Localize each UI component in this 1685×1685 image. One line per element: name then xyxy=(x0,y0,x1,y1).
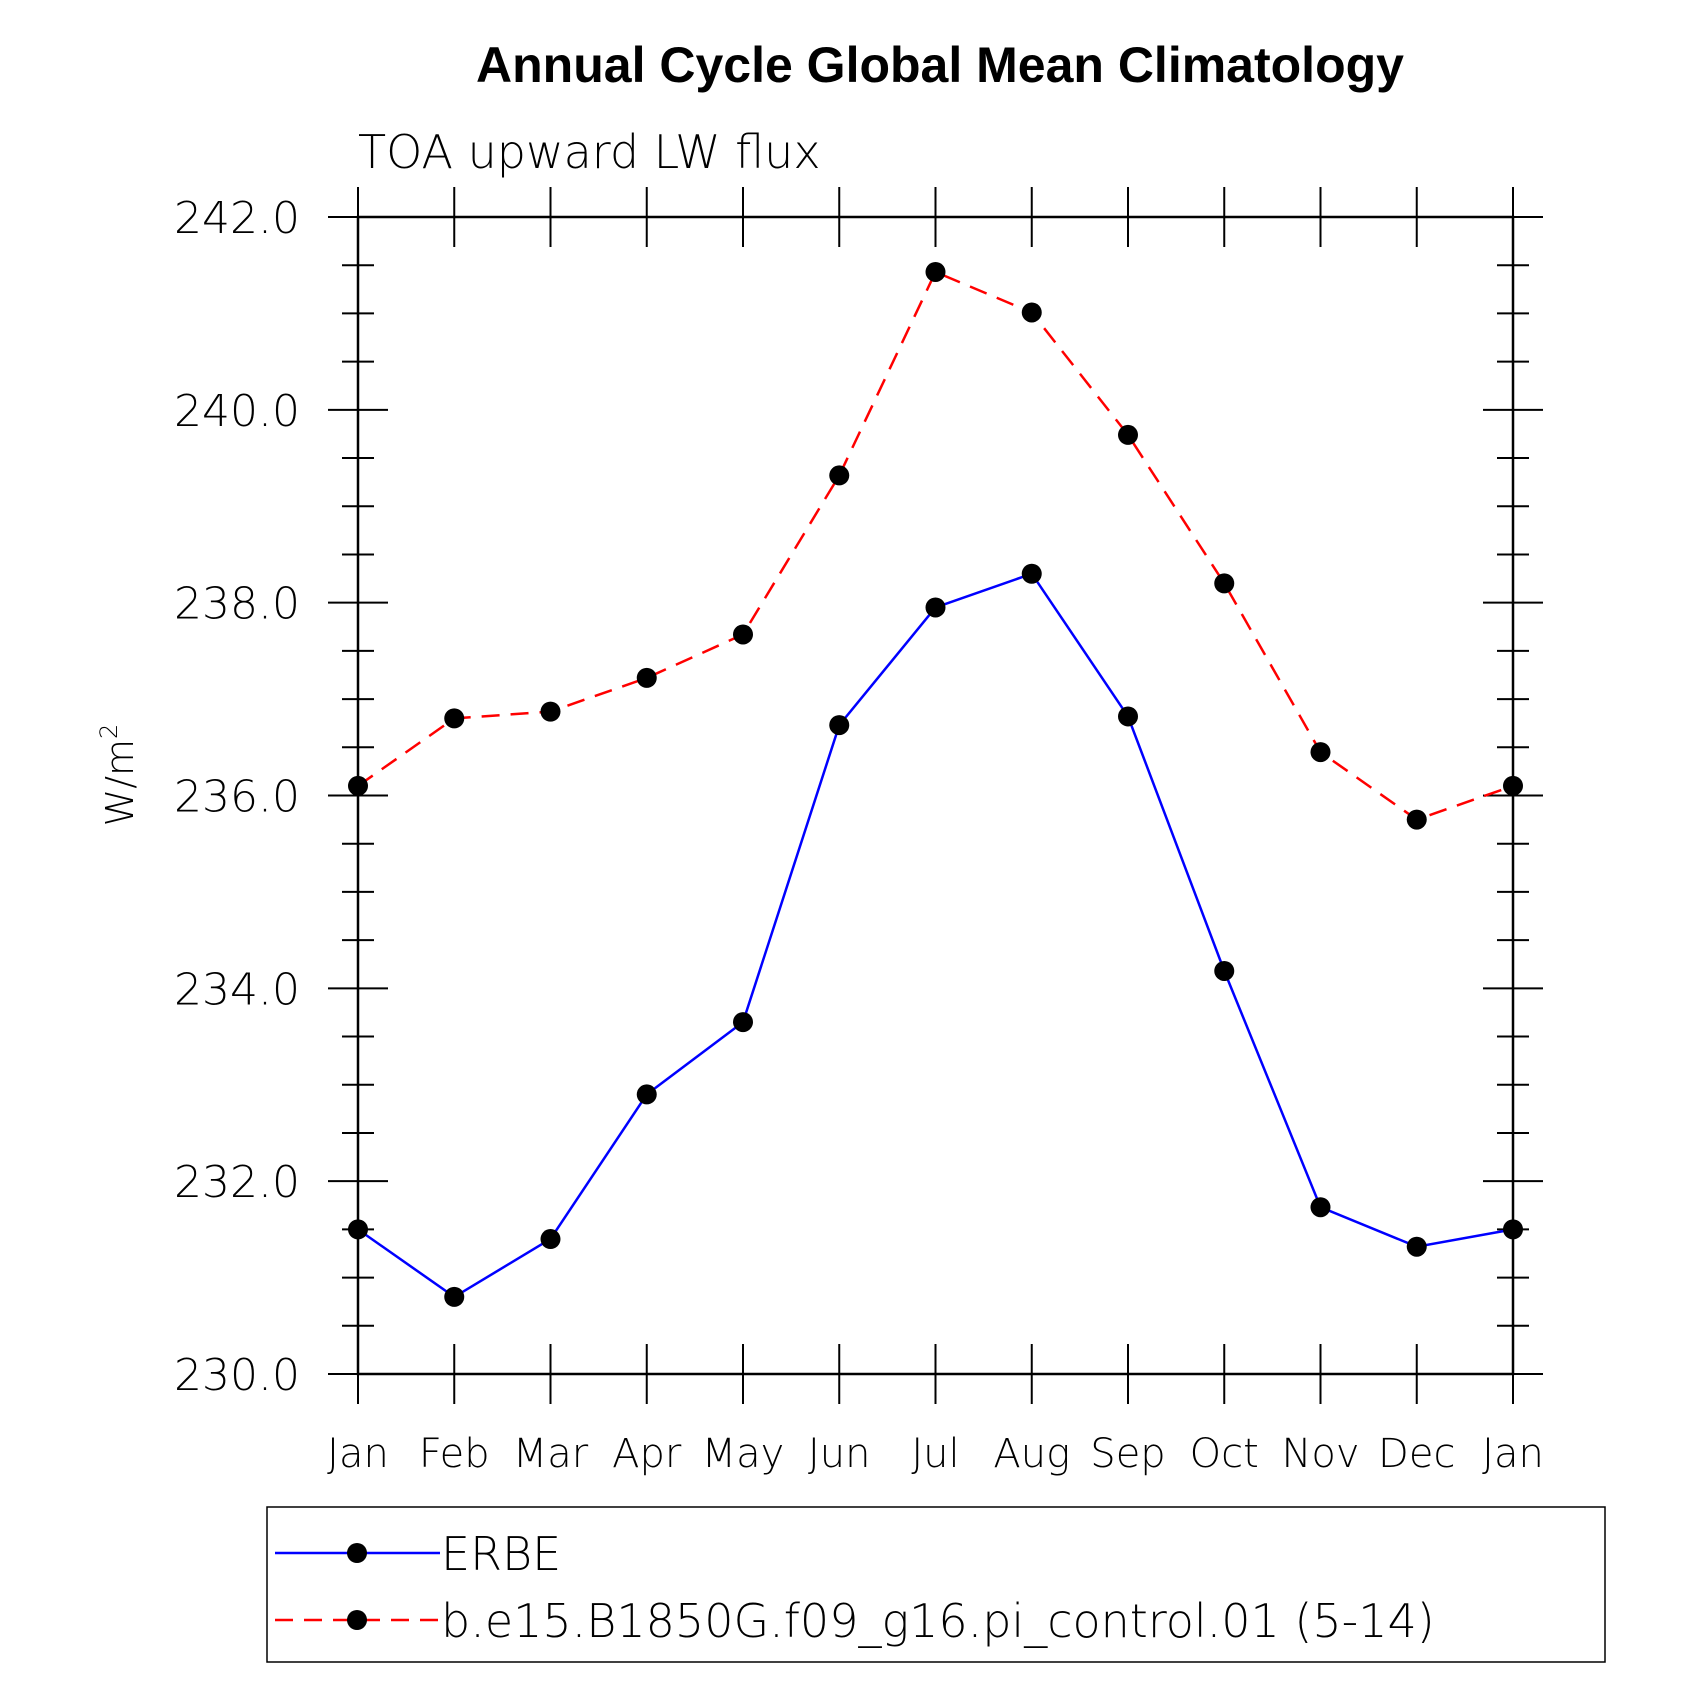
x-tick-label: Sep xyxy=(1090,1431,1165,1477)
legend-label-model: b.e15.B1850G.f09_g16.pi_control.01 (5-14… xyxy=(441,1594,1435,1648)
data-point-series-1 xyxy=(1310,742,1331,763)
y-tick-label: 240.0 xyxy=(174,386,300,437)
data-point-series-0 xyxy=(1118,706,1138,727)
data-point-series-0 xyxy=(1406,1236,1427,1257)
legend-marker-erbe xyxy=(347,1543,367,1563)
data-point-series-1 xyxy=(444,708,465,729)
data-point-series-0 xyxy=(540,1229,561,1250)
legend-marker-model xyxy=(347,1610,367,1630)
data-point-series-0 xyxy=(925,597,946,618)
legend-box xyxy=(266,1506,1606,1663)
data-point-series-1 xyxy=(636,667,657,688)
x-tick-label: Jan xyxy=(327,1431,389,1477)
x-tick-label: Oct xyxy=(1190,1431,1259,1477)
svg-text:W/m2: W/m2 xyxy=(95,724,142,827)
data-point-series-0 xyxy=(444,1286,465,1307)
data-point-series-1 xyxy=(829,465,850,486)
data-point-series-0 xyxy=(1021,563,1042,584)
data-point-series-1 xyxy=(1118,424,1138,445)
x-tick-label: Feb xyxy=(419,1431,490,1477)
data-point-series-1 xyxy=(1406,809,1427,830)
y-axis-label: W/m2 xyxy=(95,724,142,827)
data-point-series-0 xyxy=(1310,1197,1331,1218)
legend-label-erbe: ERBE xyxy=(441,1527,561,1581)
chart-subtitle: TOA upward LW flux xyxy=(358,125,821,179)
x-tick-label: Mar xyxy=(513,1431,589,1477)
x-axis: Jan Feb Mar Apr May Jun Jul Aug Sep Oct Nov Dec Jan xyxy=(327,187,1544,1477)
data-point-series-1 xyxy=(1021,302,1042,323)
y-tick-label: 242.0 xyxy=(174,193,300,244)
plot-series xyxy=(348,261,1523,1307)
data-point-series-1 xyxy=(925,261,946,282)
x-tick-label: May xyxy=(702,1431,785,1477)
data-point-series-0 xyxy=(829,715,850,736)
data-point-series-1 xyxy=(540,701,561,722)
legend: ERBE b.e15.B1850G.f09_g16.pi_control.01 … xyxy=(266,1506,1606,1663)
series-line-0 xyxy=(357,572,1514,1299)
data-point-series-1 xyxy=(733,624,753,645)
y-axis-label-text: W/m xyxy=(98,739,142,826)
data-point-series-0 xyxy=(636,1084,657,1105)
y-axis-label-superscript: 2 xyxy=(95,724,123,739)
x-tick-label: Jul xyxy=(911,1431,959,1477)
y-tick-label: 236.0 xyxy=(174,772,300,823)
y-tick-label: 232.0 xyxy=(174,1157,300,1208)
x-tick-label: Dec xyxy=(1378,1431,1455,1477)
y-tick-label: 230.0 xyxy=(174,1350,300,1401)
data-point-series-0 xyxy=(733,1012,753,1033)
x-tick-label: Jun xyxy=(808,1431,871,1477)
y-axis: 230.0 232.0 234.0 236.0 238.0 240.0 242.0 xyxy=(174,193,1543,1401)
y-tick-label: 238.0 xyxy=(174,579,300,630)
x-tick-label: Aug xyxy=(993,1431,1070,1477)
plot-frame xyxy=(356,215,1515,1376)
x-tick-label: Jan xyxy=(1482,1431,1544,1477)
data-point-series-0 xyxy=(1214,960,1235,981)
y-tick-label: 234.0 xyxy=(174,964,300,1015)
chart-title: Annual Cycle Global Mean Climatology xyxy=(476,37,1404,93)
x-tick-label: Apr xyxy=(612,1431,682,1477)
x-tick-label: Nov xyxy=(1281,1431,1359,1477)
series-line-1 xyxy=(357,270,1514,821)
data-point-series-1 xyxy=(1214,573,1235,594)
